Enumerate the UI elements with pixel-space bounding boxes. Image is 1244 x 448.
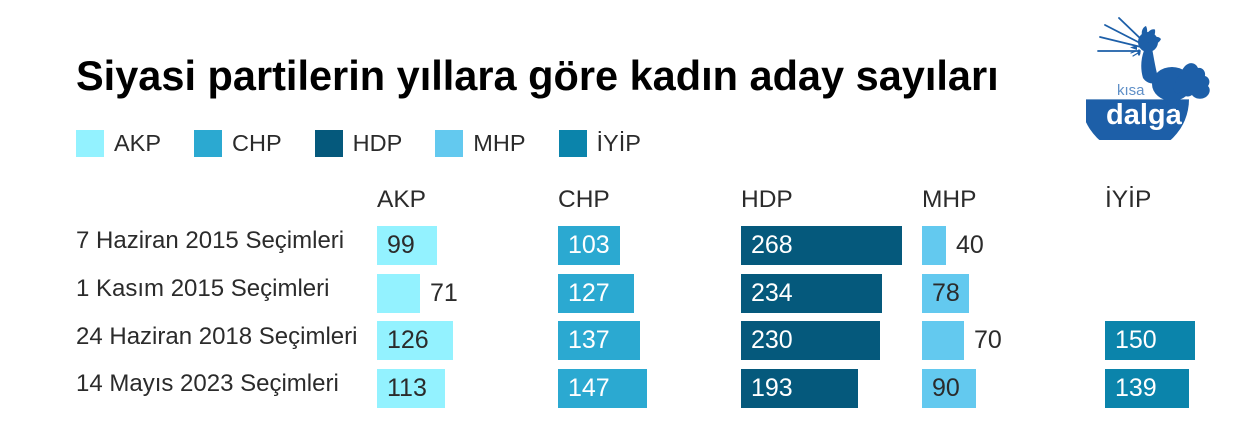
- svg-text:kısa: kısa: [1117, 82, 1145, 99]
- svg-text:dalga: dalga: [1106, 99, 1183, 131]
